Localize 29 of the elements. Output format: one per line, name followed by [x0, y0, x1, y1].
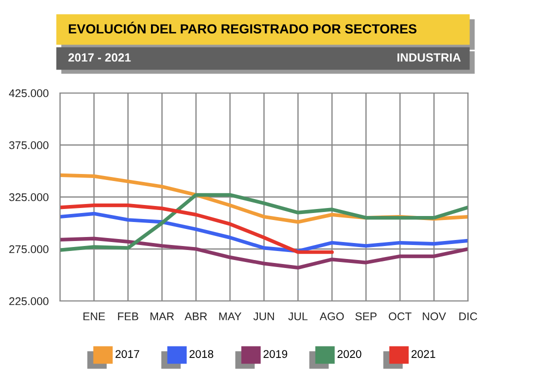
- y-tick-label: 375.000: [9, 141, 48, 150]
- legend-label: 2020: [338, 350, 362, 358]
- line-series: [60, 204, 334, 254]
- x-tick-label: ENE: [83, 312, 105, 320]
- line-series: [60, 212, 468, 253]
- line-series: [60, 193, 468, 252]
- x-tick-label: MAY: [219, 312, 242, 320]
- x-tick-label: JUN: [253, 312, 274, 320]
- x-tick-label: AGO: [320, 312, 344, 320]
- x-tick-label: FEB: [118, 312, 138, 320]
- x-tick-label: NOV: [422, 312, 446, 320]
- y-tick-label: 325.000: [9, 193, 48, 202]
- x-tick-label: ABR: [184, 312, 207, 320]
- x-tick-label: SEP: [355, 312, 377, 320]
- legend-label: 2019: [264, 350, 288, 358]
- x-tick-label: JUL: [288, 312, 308, 320]
- x-tick-label: DIC: [459, 312, 478, 320]
- legend-label: 2018: [190, 350, 214, 358]
- x-tick-label: OCT: [388, 312, 412, 320]
- line-series: [60, 236, 468, 270]
- legend-label: 2017: [116, 350, 140, 358]
- y-tick-label: 275.000: [9, 245, 48, 254]
- y-tick-label: 425.000: [8, 89, 48, 98]
- chart-title: EVOLUCIÓN DEL PARO REGISTRADO POR SECTORES: [68, 22, 416, 34]
- text: INDUSTRIA: [398, 53, 461, 62]
- y-tick-label: 225.000: [9, 297, 48, 306]
- chart-subtitle: 2017 - 2021: [68, 53, 131, 62]
- x-tick-label: MAR: [150, 312, 174, 320]
- legend-label: 2021: [412, 350, 436, 358]
